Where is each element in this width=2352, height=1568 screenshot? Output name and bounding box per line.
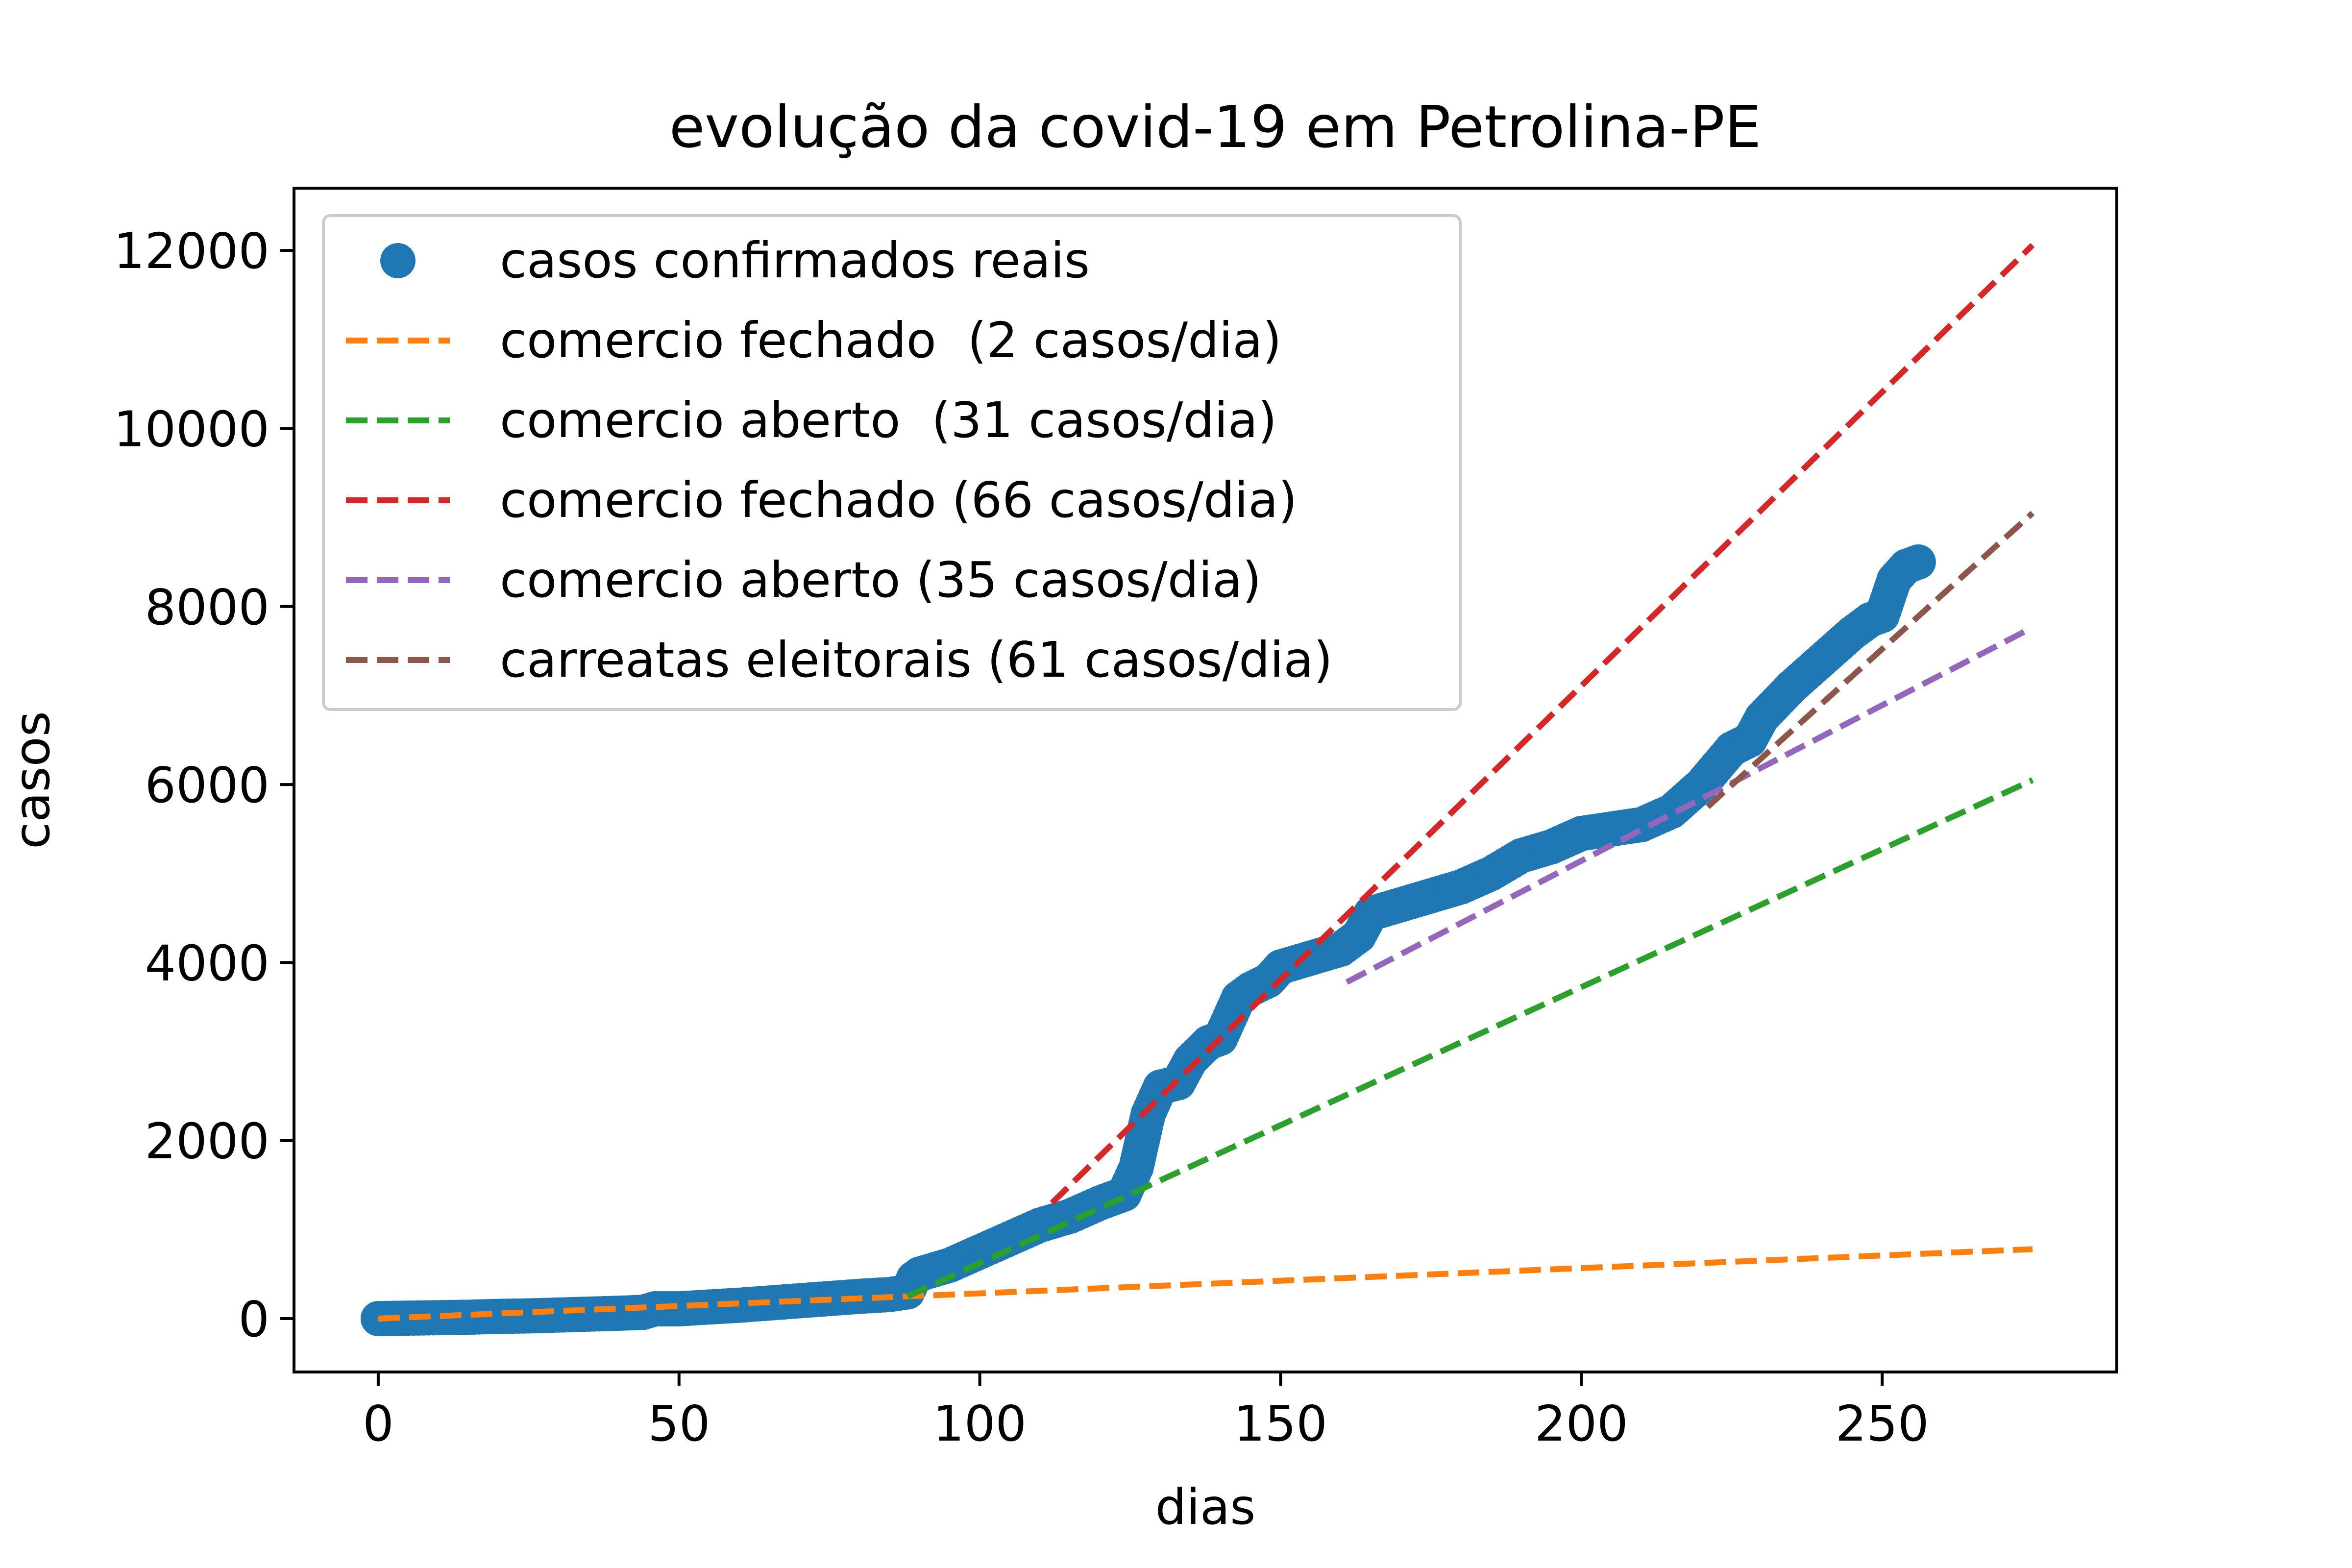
x-axis-label: dias — [1155, 1478, 1256, 1536]
x-tick-label: 150 — [1234, 1395, 1327, 1452]
x-tick-label: 0 — [363, 1395, 394, 1452]
y-tick-label: 8000 — [145, 579, 270, 636]
series-0-markers — [360, 544, 1936, 1337]
legend-box — [322, 214, 1462, 711]
series-line-5 — [1706, 511, 2035, 809]
x-tick-label: 50 — [648, 1395, 710, 1452]
legend-label-1: comercio fechado (2 casos/dia) — [500, 312, 1282, 369]
x-tick-label: 200 — [1535, 1395, 1628, 1452]
legend: casos confirmados reais comercio fechado … — [322, 214, 1462, 711]
y-tick-label: 12000 — [114, 222, 270, 280]
series-line-3 — [1050, 243, 2035, 1205]
x-axis: 0 50 100 150 200 250 — [363, 1372, 1929, 1452]
y-axis-label: casos — [3, 711, 61, 849]
legend-label-3: comercio fechado (66 casos/dia) — [500, 471, 1298, 529]
chart-title: evolução da covid-19 em Petrolina-PE — [669, 93, 1762, 161]
series-line-4 — [1345, 628, 2028, 985]
axes-frame — [293, 187, 2118, 1373]
x-tick-label: 250 — [1836, 1395, 1929, 1452]
legend-label-5: carreatas eleitorais (61 casos/dia) — [500, 631, 1333, 688]
y-tick-label: 6000 — [145, 757, 270, 814]
legend-label-0: casos confirmados reais — [500, 232, 1090, 289]
y-tick-label: 2000 — [145, 1113, 270, 1170]
y-axis: 0 2000 4000 6000 8000 10000 12000 — [114, 222, 294, 1348]
y-tick-label: 10000 — [114, 400, 270, 458]
y-tick-label: 4000 — [145, 934, 270, 992]
series-line-2 — [906, 777, 2034, 1299]
data-point — [1900, 544, 1936, 580]
plot-area — [360, 243, 2035, 1337]
y-tick-label: 0 — [238, 1291, 270, 1348]
legend-marker-0 — [380, 243, 416, 278]
legend-label-2: comercio aberto (31 casos/dia) — [500, 392, 1277, 449]
x-tick-label: 100 — [933, 1395, 1027, 1452]
legend-label-4: comercio aberto (35 casos/dia) — [500, 551, 1261, 609]
